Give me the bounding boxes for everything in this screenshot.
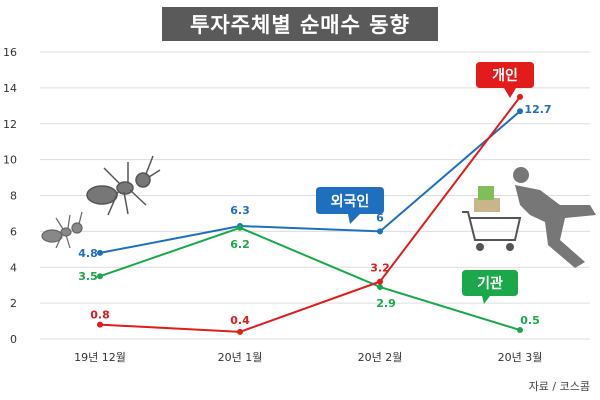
chart-title: 투자주체별 순매수 동향 (190, 13, 410, 37)
legend-callout-개인: 개인 (476, 62, 534, 98)
series-points (97, 93, 523, 335)
data-point-개인 (377, 278, 383, 285)
series-line-기관 (99, 226, 521, 331)
data-point-기관 (237, 224, 243, 231)
y-tick-label: 2 (10, 297, 17, 310)
data-point-외국인 (97, 249, 103, 256)
x-tick-label: 20년 2월 (358, 351, 403, 364)
y-tick-label: 4 (10, 261, 17, 274)
legend-callout-외국인: 외국인 (316, 187, 384, 224)
x-tick-label: 19년 12월 (74, 351, 126, 364)
data-point-외국인 (377, 228, 383, 235)
legend-label-기관: 기관 (477, 275, 503, 292)
x-tick-label: 20년 3월 (498, 351, 543, 364)
series-lines (99, 96, 521, 333)
running-man-icon (513, 167, 596, 268)
data-label-외국인: 4.8 (78, 247, 98, 260)
source-note: 자료 / 코스콤 (528, 380, 590, 393)
shopping-cart-icon (462, 186, 522, 251)
y-axis-ticks: 0 2 4 6 8 10 12 14 16 (3, 46, 17, 346)
data-label-기관: 2.9 (376, 297, 396, 310)
y-tick-label: 14 (3, 82, 17, 95)
y-tick-label: 8 (10, 190, 17, 203)
legend-callout-기관: 기관 (462, 270, 518, 304)
data-label-개인: 3.2 (370, 262, 390, 275)
y-tick-label: 10 (3, 154, 17, 167)
data-point-개인 (237, 328, 243, 335)
y-tick-label: 12 (3, 118, 17, 131)
data-point-개인 (517, 93, 523, 100)
data-label-외국인: 6.3 (230, 204, 250, 217)
y-tick-label: 0 (10, 333, 17, 346)
data-point-기관 (517, 327, 523, 334)
data-label-개인: 0.8 (90, 309, 110, 322)
data-point-기관 (97, 273, 103, 280)
legend-label-개인: 개인 (492, 67, 518, 84)
data-label-기관: 3.5 (78, 270, 98, 283)
data-point-개인 (97, 321, 103, 328)
ant-icon (86, 155, 161, 216)
data-point-기관 (377, 283, 383, 290)
series-line-개인 (99, 96, 521, 333)
data-labels: 4.8 6.3 6 12.7 3.5 6.2 2.9 0.5 0.8 0.4 3.2 (78, 103, 551, 327)
data-label-개인: 0.4 (230, 314, 250, 327)
y-tick-label: 6 (10, 225, 17, 238)
small-ant-icon (41, 211, 83, 249)
data-point-외국인 (517, 108, 523, 115)
grid-lines (40, 51, 590, 340)
data-label-기관: 6.2 (230, 238, 250, 251)
data-label-외국인: 6 (376, 211, 384, 224)
chart-title-box: 투자주체별 순매수 동향 (162, 7, 438, 41)
x-tick-label: 20년 1월 (218, 351, 263, 364)
y-tick-label: 16 (3, 46, 17, 59)
legend-label-외국인: 외국인 (331, 193, 370, 210)
data-label-기관: 0.5 (520, 314, 540, 327)
series-line-외국인 (99, 110, 521, 254)
data-label-외국인: 12.7 (524, 103, 551, 116)
x-axis-ticks: 19년 12월 20년 1월 20년 2월 20년 3월 (74, 351, 542, 364)
